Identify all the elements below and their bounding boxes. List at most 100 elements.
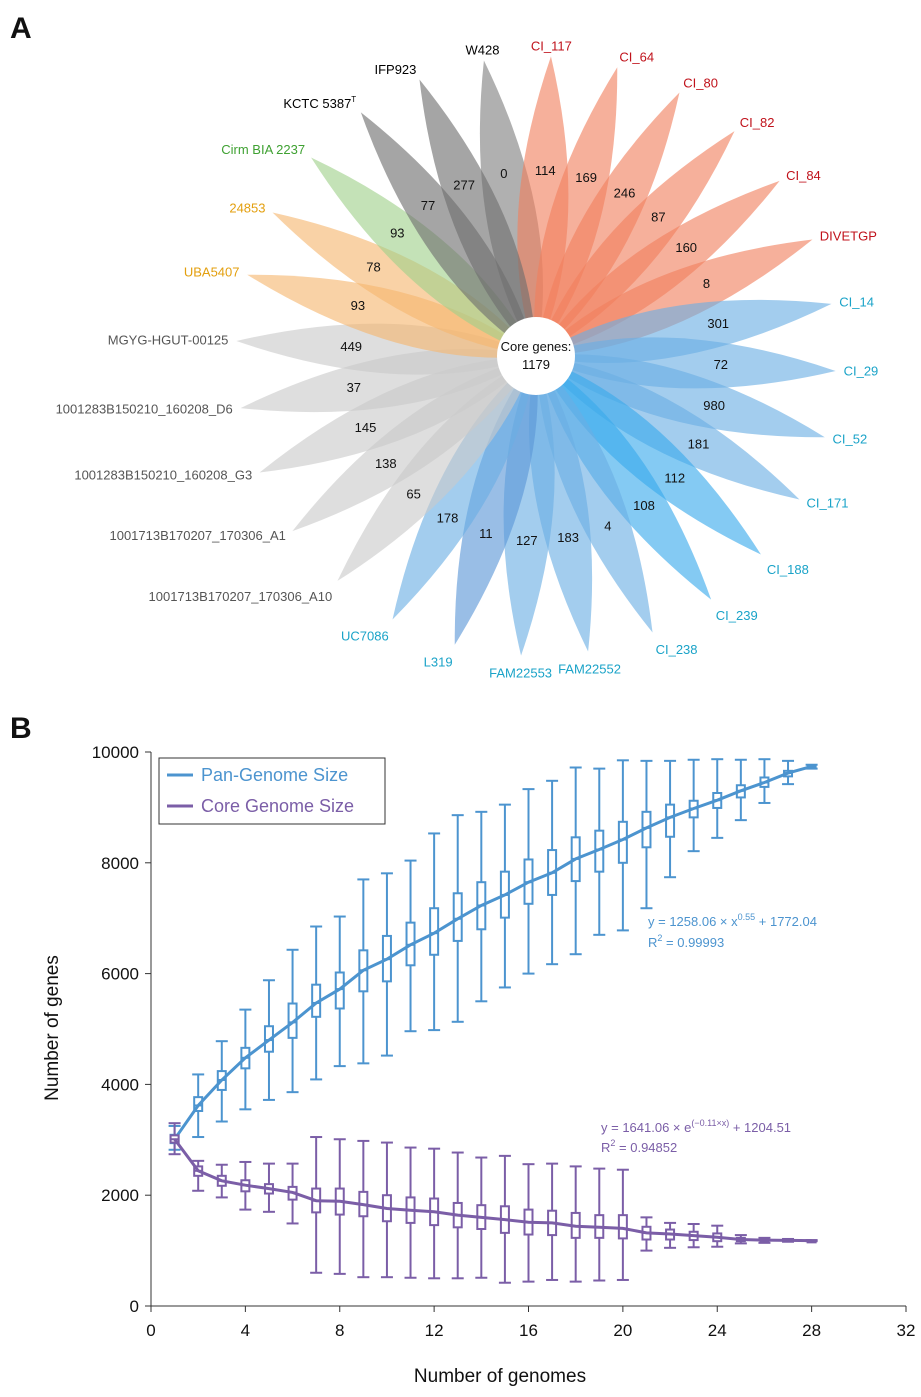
petal-value-group: 0 114 169 246 87 160 8 301 72 980 181 112 108 4 183 127… (340, 163, 729, 548)
petal-name: W428 (466, 43, 500, 58)
petal-value: 114 (535, 163, 556, 178)
petal-value: 108 (633, 498, 655, 513)
y-tick-label: 2000 (101, 1186, 139, 1205)
legend-box (158, 757, 386, 825)
y-tick-label: 0 (130, 1297, 139, 1316)
x-axis-label: Number of genomes (414, 1366, 586, 1387)
petal-value: 178 (437, 511, 459, 526)
pan-fit-r2: R2 = 0.99993 (648, 933, 724, 950)
y-tick-label: 10000 (92, 743, 139, 762)
box (665, 803, 676, 838)
petal-name: KCTC 5387T (283, 95, 356, 111)
x-tick-label: 24 (708, 1321, 727, 1340)
petal-value: 277 (453, 178, 475, 193)
fit-line (173, 764, 813, 1141)
y-axis-label: Number of genes (42, 955, 63, 1101)
petal-name: CI_14 (839, 295, 874, 310)
petal-name: IFP923 (374, 62, 416, 77)
petal-name: CI_188 (767, 562, 809, 577)
x-tick-label: 28 (802, 1321, 821, 1340)
core-fit-equation: y = 1641.06 × e(−0.11×x) + 1204.51 (601, 1118, 791, 1135)
petal-value: 93 (351, 298, 365, 313)
petal-name: MGYG-HGUT-00125 (108, 333, 229, 348)
core-label: Core genes: (501, 339, 572, 354)
box-plot-svg: 0 2000 4000 6000 8000 10000 0 4 8 12 16 20 24 28 32 Pa… (42, 743, 916, 1387)
series-core (168, 1122, 818, 1284)
petal-value: 65 (406, 487, 420, 502)
petal-name: 24853 (229, 201, 265, 216)
petal-value: 169 (575, 170, 597, 185)
petal-value: 37 (347, 380, 361, 395)
core-circle (497, 317, 575, 395)
petal-name-group: W428 CI_117 CI_64 CI_80 CI_82 CI_84 DIVETGP CI_… (56, 38, 879, 680)
petal-value: 11 (479, 526, 493, 541)
petal-name: CI_171 (807, 495, 849, 510)
petal-value: 112 (664, 470, 685, 485)
petal-value: 980 (703, 398, 725, 413)
y-tick-label: 4000 (101, 1075, 139, 1094)
petal-value: 87 (651, 209, 665, 224)
panel-a-letter: A (10, 12, 32, 45)
petal-name: 1001283B150210_160208_D6 (56, 402, 233, 417)
petal-value: 72 (714, 357, 728, 372)
petal-name: FAM22553 (489, 666, 552, 681)
petal-value: 301 (707, 316, 729, 331)
petal-name-sup: T (351, 95, 356, 104)
petal-name: CI_238 (656, 642, 698, 657)
petal-value: 160 (675, 240, 697, 255)
box-plot-chart: 0 2000 4000 6000 8000 10000 0 4 8 12 16 20 24 28 32 Pa… (0, 700, 921, 1392)
petal-group (236, 56, 836, 656)
petal-name: UC7086 (341, 629, 389, 644)
petal-name: CI_52 (833, 431, 868, 446)
x-tick-label: 20 (613, 1321, 632, 1340)
petal-name: CI_117 (531, 38, 572, 53)
core-value: 1179 (522, 357, 550, 372)
petal-name: CI_84 (786, 168, 821, 183)
x-tick-label: 16 (519, 1321, 538, 1340)
petal-value: 0 (500, 166, 507, 181)
petal-value: 449 (340, 339, 362, 354)
petal-value: 145 (355, 420, 377, 435)
petal-name: FAM22552 (558, 661, 621, 676)
petal-value: 77 (421, 198, 435, 213)
legend-core-label: Core Genome Size (201, 796, 354, 816)
petal-name: CI_80 (683, 76, 718, 91)
series-group (168, 758, 818, 1284)
panel-b-letter: B (10, 712, 32, 745)
petal-name: CI_29 (844, 363, 879, 378)
petal-name: UBA5407 (184, 265, 240, 280)
petal-name: CI_64 (619, 50, 654, 65)
y-tick-label: 6000 (101, 965, 139, 984)
petal-value: 4 (604, 519, 611, 534)
petal-ifp923 (419, 79, 536, 357)
core-fit-r2: R2 = 0.94852 (601, 1138, 677, 1155)
x-tick-label: 8 (335, 1321, 344, 1340)
petal-value: 93 (390, 226, 404, 241)
x-tick-label: 4 (241, 1321, 250, 1340)
fit-line (173, 1138, 812, 1243)
series-pan (168, 758, 818, 1151)
petal-value: 138 (375, 456, 397, 471)
legend-pan-label: Pan-Genome Size (201, 765, 348, 785)
petal-value: 181 (688, 437, 710, 452)
flower-svg: 0 114 169 246 87 160 8 301 72 980 181 112 108 4 183 127… (56, 38, 879, 680)
petal-value: 78 (366, 260, 380, 275)
x-tick-label: 12 (425, 1321, 444, 1340)
petal-name: CI_239 (716, 608, 758, 623)
petal-value: 127 (516, 533, 538, 548)
petal-value: 183 (557, 530, 579, 545)
x-tick-label: 32 (897, 1321, 916, 1340)
axes-group: 0 2000 4000 6000 8000 10000 0 4 8 12 16 20 24 28 32 (92, 743, 916, 1340)
flower-diagram: 0 114 169 246 87 160 8 301 72 980 181 112 108 4 183 127… (0, 0, 921, 690)
petal-name: DIVETGP (820, 228, 877, 243)
petal-value: 246 (614, 186, 636, 201)
x-tick-label: 0 (146, 1321, 155, 1340)
petal-name: Cirm BIA 2237 (221, 142, 305, 157)
pan-fit-equation: y = 1258.06 × x0.55 + 1772.04 (648, 912, 817, 929)
y-tick-label: 8000 (101, 854, 139, 873)
petal-name: 1001283B150210_160208_G3 (74, 468, 252, 483)
petal-name: L319 (424, 655, 453, 670)
petal-value: 8 (703, 276, 710, 291)
petal-name: 1001713B170207_170306_A10 (149, 589, 333, 604)
petal-name: CI_82 (740, 115, 775, 130)
